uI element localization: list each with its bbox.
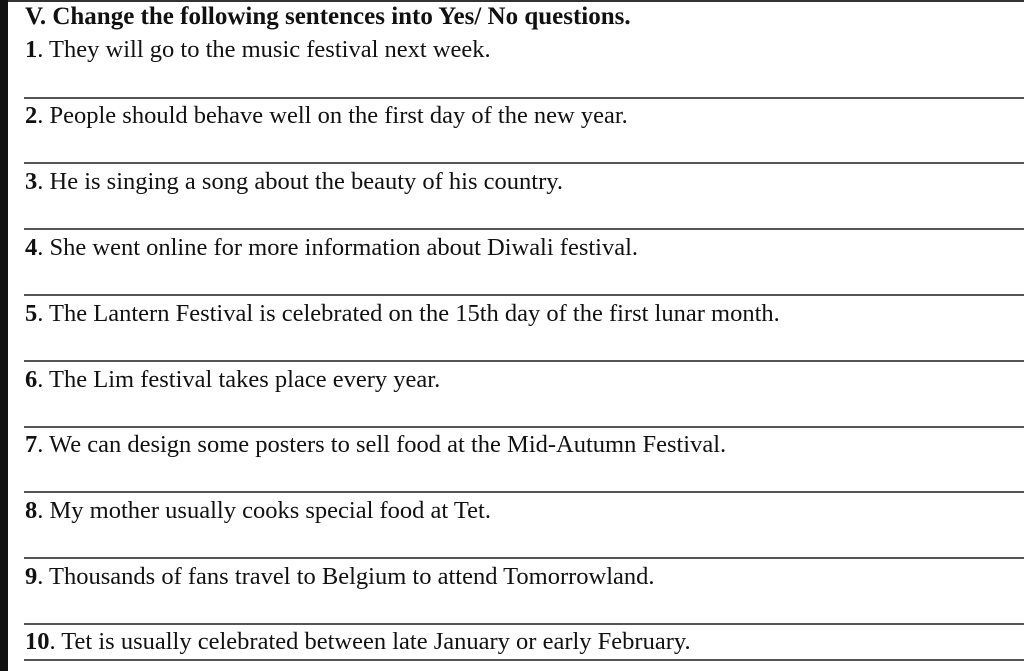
question-text: . The Lantern Festival is celebrated on … bbox=[37, 300, 780, 327]
question-text: . Thousands of fans travel to Belgium to… bbox=[37, 563, 655, 590]
exercise-title: V. Change the following sentences into Y… bbox=[25, 3, 631, 30]
question-number: 4 bbox=[25, 234, 38, 261]
answer-line[interactable] bbox=[24, 426, 1024, 428]
question-item: 9. Thousands of fans travel to Belgium t… bbox=[25, 563, 655, 591]
question-text: . People should behave well on the first… bbox=[37, 102, 628, 129]
left-border bbox=[0, 0, 8, 671]
question-item: 5. The Lantern Festival is celebrated on… bbox=[25, 300, 780, 328]
question-item: 7. We can design some posters to sell fo… bbox=[25, 431, 726, 459]
answer-line[interactable] bbox=[24, 97, 1024, 99]
question-text: . He is singing a song about the beauty … bbox=[37, 168, 564, 195]
question-text: . Tet is usually celebrated between late… bbox=[49, 628, 691, 655]
answer-line[interactable] bbox=[24, 623, 1024, 625]
question-number: 1 bbox=[25, 36, 38, 63]
question-number: 10 bbox=[25, 628, 50, 655]
question-item: 2. People should behave well on the firs… bbox=[25, 102, 628, 130]
question-number: 9 bbox=[25, 563, 38, 590]
question-item: 6. The Lim festival takes place every ye… bbox=[25, 366, 440, 394]
question-item: 8. My mother usually cooks special food … bbox=[25, 497, 491, 525]
question-text: . We can design some posters to sell foo… bbox=[37, 431, 727, 458]
answer-line[interactable] bbox=[24, 659, 1024, 661]
answer-line[interactable] bbox=[24, 294, 1024, 296]
question-item: 1. They will go to the music festival ne… bbox=[25, 36, 491, 64]
answer-line[interactable] bbox=[24, 360, 1024, 362]
question-number: 3 bbox=[25, 168, 38, 195]
answer-line[interactable] bbox=[24, 491, 1024, 493]
question-number: 2 bbox=[25, 102, 38, 129]
question-number: 8 bbox=[25, 497, 38, 524]
question-item: 4. She went online for more information … bbox=[25, 234, 638, 262]
question-item: 3. He is singing a song about the beauty… bbox=[25, 168, 563, 196]
top-border bbox=[8, 0, 1024, 2]
question-number: 6 bbox=[25, 366, 38, 393]
answer-line[interactable] bbox=[24, 162, 1024, 164]
question-text: . She went online for more information a… bbox=[37, 234, 639, 261]
answer-line[interactable] bbox=[24, 228, 1024, 230]
question-number: 5 bbox=[25, 300, 38, 327]
question-item: 10. Tet is usually celebrated between la… bbox=[25, 628, 691, 656]
answer-line[interactable] bbox=[24, 557, 1024, 559]
question-text: . The Lim festival takes place every yea… bbox=[37, 366, 441, 393]
question-text: . They will go to the music festival nex… bbox=[37, 36, 491, 63]
question-number: 7 bbox=[25, 431, 38, 458]
question-text: . My mother usually cooks special food a… bbox=[37, 497, 491, 524]
